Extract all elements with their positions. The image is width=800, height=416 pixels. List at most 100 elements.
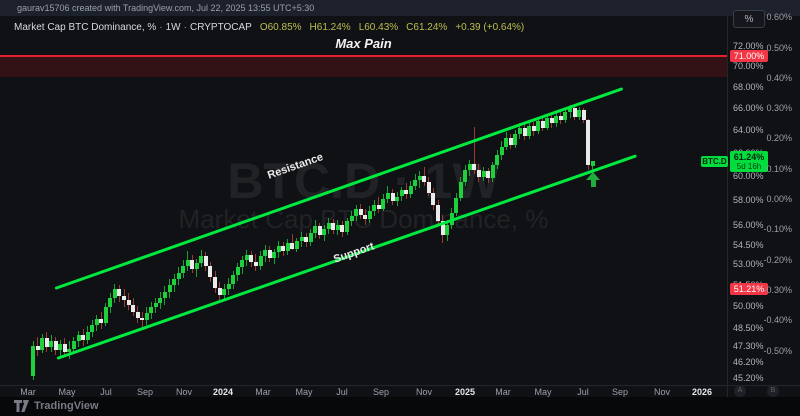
candle-body xyxy=(176,272,181,280)
price-scale-divider xyxy=(727,16,728,397)
candle-wick xyxy=(473,126,475,174)
current-price-value: 61.24% xyxy=(733,152,765,163)
candle-body xyxy=(285,243,290,252)
secondary-scale-label: -0.10% xyxy=(763,224,792,235)
time-axis[interactable]: Mar May Jul Sep Nov 2024 Mar May Jul Sep Nov 2025 Ma… xyxy=(0,385,800,397)
support-label: Support xyxy=(332,240,376,266)
candle-body xyxy=(190,260,195,269)
candle-body xyxy=(531,125,536,132)
max-pain-label: Max Pain xyxy=(335,36,392,51)
candle-body xyxy=(158,297,163,304)
attribution-bar: gaurav15706 created with TradingView.com… xyxy=(0,0,800,16)
candle-body xyxy=(554,115,559,124)
chart-canvas[interactable]: Resistance Support xyxy=(0,16,727,385)
price-scale[interactable]: 72.00%70.00%68.00%66.00%64.00%62.00%60.0… xyxy=(727,16,800,385)
up-arrow-marker-head xyxy=(586,172,600,180)
candle-body xyxy=(135,311,140,318)
legend-interval[interactable]: 1W xyxy=(165,22,181,33)
price-scale-label: 58.00% xyxy=(733,195,764,206)
price-scale-label: 70.00% xyxy=(733,61,764,72)
candle-body xyxy=(76,335,81,342)
price-scale-label: 53.00% xyxy=(733,259,764,270)
time-axis-month-label: Sep xyxy=(611,387,629,397)
candle-body xyxy=(281,245,286,252)
chart-legend: Market Cap BTC Dominance, % · 1W · CRYPTOCAP… xyxy=(14,22,524,34)
candle-body xyxy=(522,127,527,136)
candle-body xyxy=(568,108,573,113)
candle-body xyxy=(194,263,199,269)
candle-body xyxy=(527,125,532,136)
candle-body xyxy=(213,276,218,288)
candle-body xyxy=(94,318,99,325)
candle-body xyxy=(53,341,58,351)
candle-body xyxy=(536,121,541,132)
legend-separator: · xyxy=(183,22,187,33)
candle-body xyxy=(67,348,72,352)
candle-body xyxy=(572,108,577,117)
legend-symbol-title[interactable]: Market Cap BTC Dominance, % xyxy=(14,22,157,33)
tradingview-logo-icon xyxy=(14,400,29,412)
candle-body xyxy=(140,317,145,321)
candle-body xyxy=(390,192,395,202)
scale-adjust-button-b[interactable]: B xyxy=(767,385,779,397)
time-axis-month-label: Nov xyxy=(175,387,193,397)
candle-body xyxy=(322,229,327,236)
candle-body xyxy=(540,121,545,128)
price-scale-label: 68.00% xyxy=(733,81,764,92)
time-axis-year-label: 2025 xyxy=(454,387,476,397)
candle-body xyxy=(495,154,500,166)
candle-body xyxy=(167,284,172,292)
secondary-scale-label: 0.40% xyxy=(766,72,792,83)
candle-body xyxy=(490,165,495,179)
candle-body xyxy=(263,249,268,257)
time-axis-month-label: Jul xyxy=(100,387,112,397)
time-axis-month-label: Sep xyxy=(136,387,154,397)
time-axis-month-label: May xyxy=(534,387,552,397)
candle-body xyxy=(272,252,277,258)
tradingview-logo-text: TradingView xyxy=(34,400,99,412)
candle-body xyxy=(340,225,345,232)
candle-body xyxy=(172,279,177,285)
candle-body xyxy=(313,226,318,233)
candle-body xyxy=(44,338,49,348)
secondary-scale-label: 0.60% xyxy=(766,12,792,23)
time-axis-month-label: Sep xyxy=(372,387,390,397)
candle-body xyxy=(486,171,491,179)
candle-body xyxy=(326,222,331,230)
candle-body xyxy=(385,192,390,199)
secondary-scale-label: 0.30% xyxy=(766,103,792,114)
scale-adjust-button-a[interactable]: A xyxy=(734,385,746,397)
footer-bar xyxy=(0,397,800,416)
candle-body xyxy=(304,236,309,242)
candle-body xyxy=(299,236,304,241)
tradingview-logo[interactable]: TradingView xyxy=(14,400,99,412)
candle-body xyxy=(431,192,436,206)
secondary-scale-label: -0.20% xyxy=(763,254,792,265)
candle-body xyxy=(99,318,104,324)
candle-body xyxy=(581,110,586,121)
candle-body xyxy=(476,170,481,178)
secondary-scale-label: -0.30% xyxy=(763,284,792,295)
secondary-scale-label: -0.50% xyxy=(763,345,792,356)
resistance-label: Resistance xyxy=(266,151,325,182)
time-axis-month-label: Jul xyxy=(577,387,589,397)
price-scale-label: 60.00% xyxy=(733,171,764,181)
candle-body xyxy=(422,176,427,182)
candle-body xyxy=(458,181,463,198)
percent-scale-button[interactable]: % xyxy=(733,10,765,28)
candle-body xyxy=(549,117,554,124)
candle-body xyxy=(590,161,595,166)
secondary-scale-label: 0.00% xyxy=(766,194,792,204)
candle-body xyxy=(131,304,136,312)
candle-body xyxy=(563,112,568,121)
time-axis-year-label: 2026 xyxy=(691,387,713,397)
candle-body xyxy=(445,225,450,236)
candle-body xyxy=(545,117,550,128)
candle-body xyxy=(308,232,313,242)
candle-body xyxy=(203,256,208,266)
candle-body xyxy=(467,164,472,171)
price-scale-label: 50.00% xyxy=(733,301,764,312)
candle-body xyxy=(586,120,591,166)
candle-body xyxy=(226,283,231,290)
candle-body xyxy=(331,222,336,231)
